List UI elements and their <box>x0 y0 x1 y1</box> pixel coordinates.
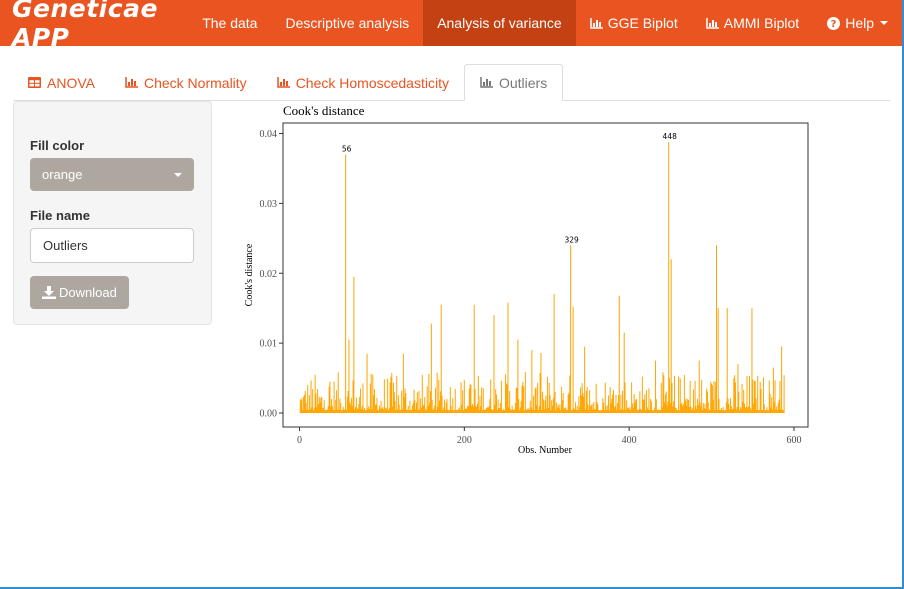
brand-title[interactable]: Geneticae APP <box>12 0 158 52</box>
nav-the-data-label: The data <box>202 15 258 31</box>
outlier-point-label: 448 <box>663 132 678 141</box>
tab-check-normality-label: Check Normality <box>143 74 247 91</box>
sidebar-panel: Fill color orange File name Download <box>13 101 212 325</box>
y-tick-label: 0.01 <box>260 339 278 350</box>
table-icon <box>28 77 41 88</box>
y-tick-label: 0.02 <box>260 269 278 280</box>
fill-color-label: Fill color <box>30 138 85 153</box>
x-tick-label: 200 <box>457 435 472 446</box>
nav-help-label: Help <box>845 15 874 31</box>
tab-outliers[interactable]: Outliers <box>463 64 564 101</box>
bar-chart-icon <box>705 17 719 29</box>
tab-anova[interactable]: ANOVA <box>13 64 110 101</box>
outlier-point-label: 56 <box>342 144 352 153</box>
nav-gge-biplot-label: GGE Biplot <box>607 15 678 31</box>
svg-text:?: ? <box>831 19 837 30</box>
nav-ammi-biplot[interactable]: AMMI Biplot <box>692 0 813 46</box>
y-axis-label: Cook's distance <box>244 243 255 306</box>
outlier-point-label: 329 <box>564 235 579 244</box>
plot-panel-border <box>282 122 809 428</box>
download-label: Download <box>59 285 117 300</box>
nav-ammi-biplot-label: AMMI Biplot <box>723 15 800 31</box>
y-axis-ticks: 0.00 0.01 0.02 0.03 0.04 <box>260 129 283 420</box>
question-circle-icon: ? <box>827 16 841 30</box>
x-tick-label: 0 <box>297 435 302 446</box>
x-axis-ticks: 0 200 400 600 <box>297 427 801 446</box>
y-tick-label: 0.04 <box>260 129 278 140</box>
nav-analysis-of-variance[interactable]: Analysis of variance <box>423 0 576 46</box>
tab-anova-label: ANOVA <box>47 74 95 91</box>
x-tick-label: 600 <box>786 435 801 446</box>
fill-color-value: orange <box>42 167 83 182</box>
file-name-label: File name <box>30 208 90 223</box>
nav-descriptive-analysis[interactable]: Descriptive analysis <box>271 0 423 46</box>
y-tick-label: 0.03 <box>260 199 278 210</box>
x-tick-label: 400 <box>622 435 637 446</box>
bar-chart-icon <box>125 77 138 88</box>
nav-gge-biplot[interactable]: GGE Biplot <box>576 0 692 46</box>
download-icon <box>42 286 56 299</box>
nav-analysis-of-variance-label: Analysis of variance <box>437 15 562 31</box>
point-labels: 56 329 448 <box>342 132 677 244</box>
y-tick-label: 0.00 <box>260 409 278 420</box>
navbar: Geneticae APP The data Descriptive analy… <box>0 0 902 52</box>
nav-the-data[interactable]: The data <box>188 0 271 46</box>
bar-chart-icon <box>480 77 493 88</box>
nav-help-dropdown[interactable]: ? Help <box>813 0 902 46</box>
plot-title: Cook's distance <box>283 103 365 118</box>
cooks-distance-plot: Cook's distance 56 329 448 0 200 400 600 0.00… <box>244 103 809 456</box>
tab-check-homoscedasticity-label: Check Homoscedasticity <box>295 74 449 91</box>
tab-check-homoscedasticity[interactable]: Check Homoscedasticity <box>262 64 464 101</box>
nav-descriptive-analysis-label: Descriptive analysis <box>285 15 410 31</box>
tab-outliers-label: Outliers <box>498 74 548 91</box>
bar-series <box>299 141 785 414</box>
file-name-input[interactable] <box>30 228 194 263</box>
x-axis-label: Obs. Number <box>518 445 573 456</box>
caret-down-icon <box>174 172 182 177</box>
bar-chart-icon <box>276 77 290 88</box>
caret-down-icon <box>880 21 888 25</box>
analysis-tabs: ANOVA Check Normality Check Homoscedasti… <box>13 64 890 101</box>
tab-check-normality[interactable]: Check Normality <box>110 64 262 101</box>
download-button[interactable]: Download <box>30 276 129 309</box>
bar-chart-icon <box>589 17 603 29</box>
fill-color-select[interactable]: orange <box>30 158 194 191</box>
